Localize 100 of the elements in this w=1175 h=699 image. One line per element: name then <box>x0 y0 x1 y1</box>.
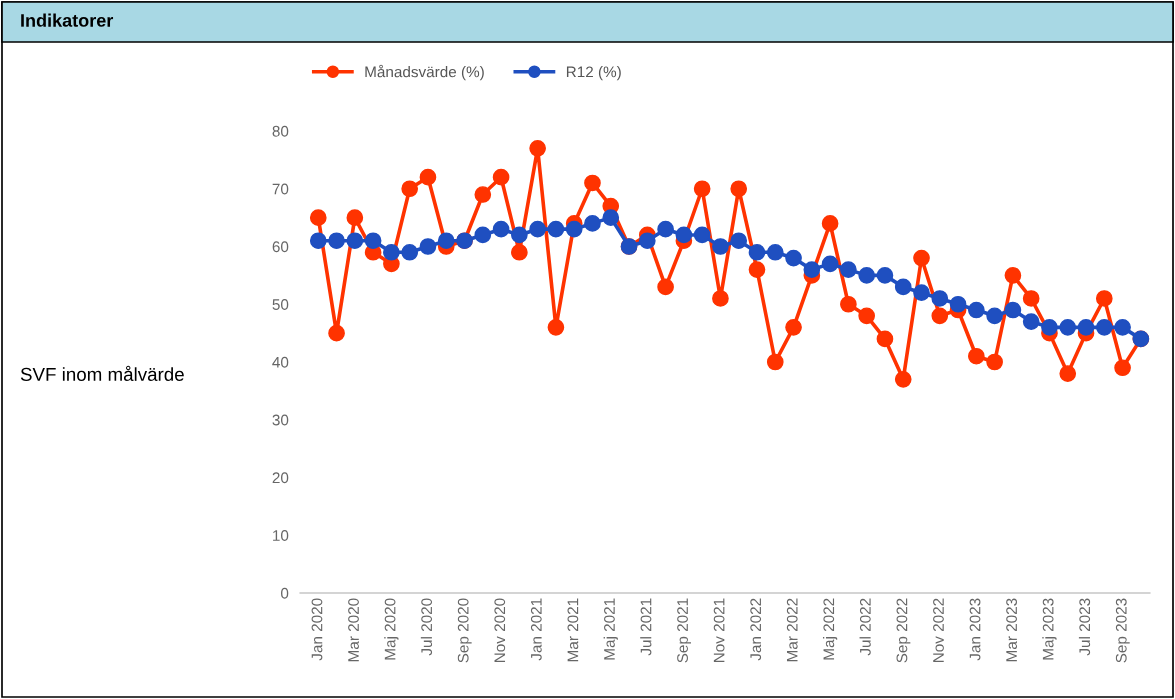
point <box>419 238 437 255</box>
point <box>584 215 601 232</box>
point <box>785 249 802 267</box>
x-tick-label: Mar 2020 <box>348 598 359 662</box>
point <box>913 284 930 302</box>
legend-label: Månadsvärde (%) <box>365 64 484 81</box>
point <box>730 232 748 250</box>
point <box>1022 290 1040 307</box>
y-tick-label: 70 <box>272 183 289 195</box>
point <box>492 220 510 238</box>
x-tick-label: Maj 2021 <box>603 598 618 660</box>
point <box>547 319 565 336</box>
point <box>803 261 821 278</box>
point <box>693 180 711 198</box>
x-tick-label: Mar 2023 <box>1006 598 1017 662</box>
point <box>785 319 802 336</box>
x-tick-label: Mar 2021 <box>567 598 579 662</box>
x-tick-label: Sep 2021 <box>677 598 691 663</box>
point <box>931 307 949 325</box>
x-tick-label: Maj 2023 <box>1042 598 1057 660</box>
point <box>638 232 656 250</box>
point <box>1095 319 1113 336</box>
point <box>657 278 674 296</box>
point <box>346 232 364 250</box>
point <box>529 220 546 238</box>
x-tick-label: Mar 2022 <box>786 598 798 662</box>
point <box>766 353 784 371</box>
point <box>364 232 382 250</box>
x-tick-label: Jul 2022 <box>859 598 871 656</box>
point <box>712 290 729 307</box>
point <box>913 249 930 267</box>
x-tick-label: Jan 2022 <box>750 598 762 661</box>
point <box>511 226 528 244</box>
text: Indikatorer <box>21 13 114 27</box>
point <box>565 220 583 238</box>
x-tick-label: Sep 2020 <box>457 598 472 663</box>
point <box>547 220 565 238</box>
point <box>968 347 985 365</box>
point <box>894 278 912 296</box>
point <box>730 180 748 198</box>
x-tick-label: Sep 2023 <box>1115 598 1130 663</box>
point <box>657 220 674 238</box>
point <box>766 243 784 261</box>
point <box>931 290 949 307</box>
x-tick-label: Nov 2020 <box>494 598 506 662</box>
y-tick-label: 50 <box>272 299 289 310</box>
point <box>328 232 345 250</box>
point <box>821 215 839 232</box>
point <box>1114 319 1131 336</box>
point <box>1077 319 1095 336</box>
x-tick-label: Jan 2023 <box>969 598 981 661</box>
point <box>584 174 601 192</box>
x-tick-label: Jul 2023 <box>1078 598 1091 656</box>
x-tick-label: Jul 2020 <box>420 598 433 656</box>
y-tick-label: 0 <box>280 587 289 599</box>
point <box>383 243 400 261</box>
point <box>675 226 693 244</box>
y-tick-label: 40 <box>272 356 289 368</box>
y-tick-label: 10 <box>273 530 289 541</box>
point <box>876 267 894 284</box>
point <box>1059 365 1077 382</box>
point <box>529 139 546 157</box>
point <box>1059 319 1077 336</box>
point <box>1004 267 1022 284</box>
point <box>748 243 766 261</box>
point <box>693 226 711 244</box>
point <box>419 168 437 186</box>
point <box>474 186 492 203</box>
x-tick-label: Sep 2022 <box>896 598 911 663</box>
x-tick-label: Nov 2021 <box>713 598 725 662</box>
point <box>1022 313 1040 330</box>
point <box>1114 359 1131 377</box>
point <box>492 168 510 186</box>
point <box>437 232 455 250</box>
point <box>309 232 327 250</box>
point <box>1041 319 1058 336</box>
point <box>986 353 1003 371</box>
x-tick-label: Jul 2021 <box>640 598 652 656</box>
point <box>474 226 492 244</box>
x-tick-label: Maj 2022 <box>822 598 838 660</box>
x-tick-label: Maj 2020 <box>384 598 399 660</box>
y-tick-label: 80 <box>272 125 289 137</box>
point <box>821 255 839 273</box>
point <box>328 324 345 342</box>
point <box>309 209 327 226</box>
y-tick-label: 30 <box>272 414 289 426</box>
point <box>401 180 419 198</box>
legend-label: R12 (%) <box>566 66 621 81</box>
point <box>858 307 876 325</box>
point <box>986 307 1003 325</box>
x-tick-label: Jan 2021 <box>530 598 542 661</box>
x-tick-label: Nov 2022 <box>933 598 944 662</box>
point <box>876 330 894 348</box>
point <box>511 243 528 261</box>
point <box>968 301 985 319</box>
point <box>894 370 912 388</box>
point <box>1004 301 1022 319</box>
point <box>401 243 419 261</box>
point <box>949 295 967 313</box>
text: SVF inom målvärde <box>20 365 184 382</box>
